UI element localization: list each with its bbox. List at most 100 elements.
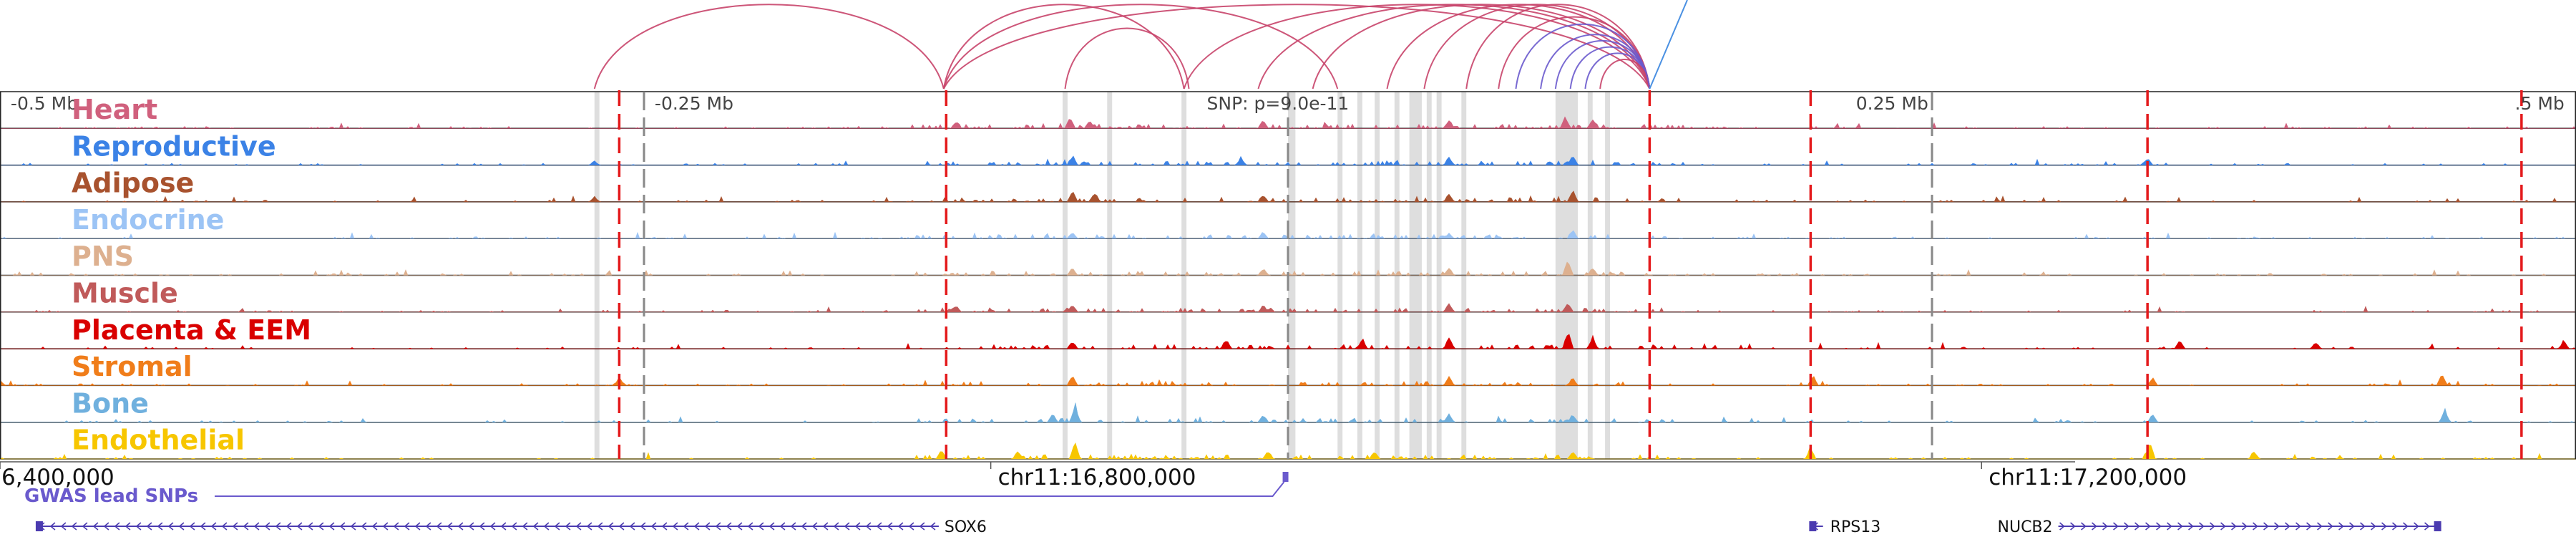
strand-arrow (361, 522, 367, 531)
strand-arrow (135, 522, 142, 531)
strand-arrow (2070, 522, 2076, 531)
strand-arrow (779, 522, 786, 531)
strand-arrow (103, 522, 109, 531)
strand-arrow (339, 522, 346, 531)
loop-arc (942, 4, 1651, 90)
strand-arrow (2392, 522, 2398, 531)
track-label: Adipose (72, 168, 194, 199)
gwas-track: GWAS lead SNPs (24, 472, 1289, 507)
exon-block (1809, 521, 1817, 531)
focus-line (1649, 0, 1688, 90)
strand-arrow (264, 522, 270, 531)
track-labels: Heart Reproductive Adipose Endocrine PNS Musc… (72, 94, 311, 456)
track-label: Heart (72, 94, 157, 125)
strand-arrow (2371, 522, 2376, 531)
strand-arrow (629, 522, 635, 531)
gene-nucb2: NUCB2 (1998, 518, 2441, 536)
strand-arrow (2145, 522, 2151, 531)
strand-arrow (500, 522, 507, 531)
strand-arrow (425, 522, 431, 531)
loop-arc (1064, 27, 1190, 90)
loop-arc (593, 4, 945, 90)
strand-arrow (2102, 522, 2108, 531)
gwas-snp-mark (1282, 472, 1289, 482)
loop-arc (942, 4, 1339, 90)
strand-arrow (833, 522, 839, 531)
strand-arrow (157, 522, 163, 531)
strand-arrow (414, 522, 421, 531)
strand-arrow (672, 522, 678, 531)
strand-arrow (2424, 522, 2430, 531)
strand-arrow (2317, 522, 2323, 531)
offset-tick-label: .5 Mb (2515, 93, 2565, 114)
strand-arrow (468, 522, 474, 531)
strand-arrow (2081, 522, 2087, 531)
strand-arrow (930, 522, 936, 531)
offset-tick-label: 0.25 Mb (1856, 93, 1928, 114)
snp-label: SNP: p=9.0e-11 (1207, 93, 1350, 114)
strand-arrow (715, 522, 721, 531)
exon-block (35, 521, 43, 531)
gwas-connector (215, 481, 1285, 497)
strand-arrow (307, 522, 313, 531)
strand-arrow (2403, 522, 2409, 531)
loop-arc (1312, 4, 1651, 90)
strand-arrow (2253, 522, 2258, 531)
track-signal (0, 334, 2576, 349)
strand-arrow (92, 522, 99, 531)
strand-arrow (2167, 522, 2172, 531)
strand-arrow (608, 522, 614, 531)
strand-arrow (2242, 522, 2248, 531)
strand-arrow (822, 522, 829, 531)
strand-arrow (865, 522, 872, 531)
strand-arrow (2306, 522, 2312, 531)
strand-arrow (736, 522, 743, 531)
chromatin-loops (593, 0, 1688, 90)
strand-arrow (844, 522, 850, 531)
gene-track: SOX6C11orf58PLEKHA7RPS13NUCB2PIK3C2ANCR3… (35, 518, 2441, 536)
strand-arrow (2156, 522, 2162, 531)
strand-arrow (404, 522, 410, 531)
strand-arrow (522, 522, 528, 531)
strand-arrow (2328, 522, 2333, 531)
strand-arrow (2059, 522, 2065, 531)
strand-arrow (286, 522, 292, 531)
strand-arrow (575, 522, 582, 531)
strand-arrow (511, 522, 517, 531)
strand-arrow (2274, 522, 2280, 531)
strand-arrow (854, 522, 861, 531)
strand-arrow (2296, 522, 2301, 531)
strand-arrow (565, 522, 571, 531)
gene-label: RPS13 (1830, 518, 1881, 536)
loop-arc (942, 4, 1185, 90)
strand-arrow (2092, 522, 2097, 531)
gene-sox6: SOX6 (35, 518, 987, 536)
strand-arrow (2135, 522, 2140, 531)
strand-arrow (2199, 522, 2205, 531)
strand-arrow (2231, 522, 2237, 531)
strand-arrow (243, 522, 249, 531)
strand-arrow (704, 522, 711, 531)
strand-arrow (2338, 522, 2344, 531)
axis-tick-label: chr11:16,800,000 (998, 465, 1196, 490)
strand-arrow (167, 522, 174, 531)
track-label: Bone (72, 387, 149, 419)
track-label: Reproductive (72, 130, 276, 162)
strand-arrow (2285, 522, 2290, 531)
offset-tick-label: -0.5 Mb (11, 93, 78, 114)
strand-arrow (801, 522, 807, 531)
strand-arrow (2414, 522, 2419, 531)
strand-arrow (790, 522, 796, 531)
strand-arrow (726, 522, 732, 531)
strand-arrow (296, 522, 303, 531)
track-label: Stromal (72, 351, 192, 382)
strand-arrow (210, 522, 217, 531)
strand-arrow (125, 522, 131, 531)
loop-arc (1515, 23, 1651, 90)
strand-arrow (2360, 522, 2366, 531)
strand-arrow (908, 522, 914, 531)
boundary-markers (618, 90, 2523, 459)
strand-arrow (747, 522, 753, 531)
strand-arrow (114, 522, 120, 531)
strand-arrow (919, 522, 925, 531)
